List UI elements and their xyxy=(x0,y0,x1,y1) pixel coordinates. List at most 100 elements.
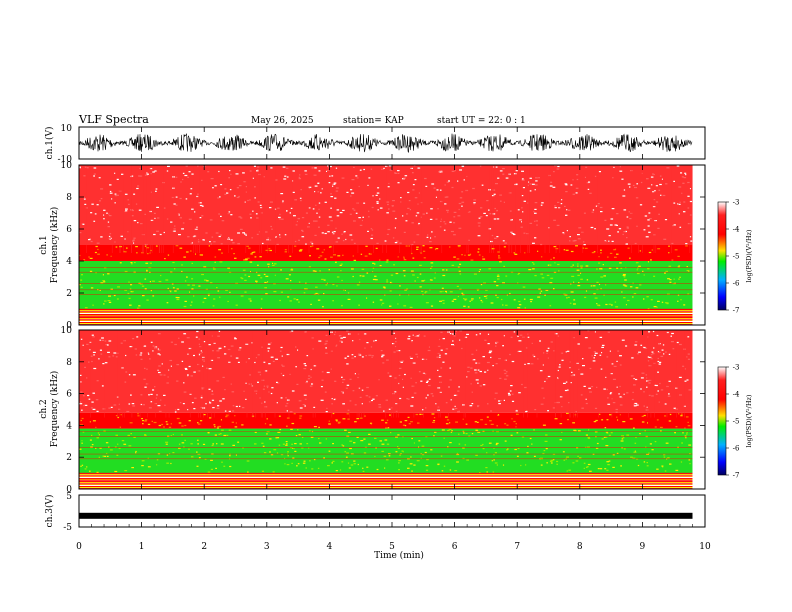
band-0-stripe xyxy=(79,482,693,484)
band-3-speck xyxy=(491,195,495,197)
band-1-speck xyxy=(176,298,180,301)
band-2-speck xyxy=(330,256,333,258)
band-1-speck xyxy=(485,297,488,299)
band-1-speck xyxy=(566,297,568,299)
band-1-speck xyxy=(388,455,391,457)
band-1-speck xyxy=(323,279,326,281)
band-1-speck xyxy=(290,428,293,430)
band-3-speck xyxy=(100,353,103,355)
band-2-speck xyxy=(497,414,500,416)
band-2-speck xyxy=(506,424,509,426)
band-1-speck xyxy=(577,455,579,457)
band-1-speck xyxy=(686,433,688,435)
band-3-speck xyxy=(144,243,148,246)
band-2-speck xyxy=(163,426,165,428)
band-3-speck xyxy=(593,351,596,353)
band-1-speck xyxy=(603,294,605,296)
band-3-speck xyxy=(163,394,166,396)
band-3-speck xyxy=(487,369,489,371)
band-3-speck xyxy=(368,210,370,212)
band-1-speck xyxy=(220,443,224,445)
band-3-speck xyxy=(249,213,252,215)
band-3-speck xyxy=(672,348,675,350)
band-2-speck xyxy=(337,255,341,257)
band-3-speck xyxy=(564,183,568,185)
band-1-speck xyxy=(554,262,556,264)
band-3-speck xyxy=(318,170,321,172)
band-3-speck xyxy=(553,350,555,352)
band-3-speck xyxy=(687,358,691,360)
band-3-speck xyxy=(93,175,95,177)
band-3-speck xyxy=(410,377,412,379)
band-3-speck xyxy=(91,334,94,336)
band-3-speck xyxy=(657,390,659,392)
band-3-speck xyxy=(527,184,529,186)
band-1-speck xyxy=(430,305,434,307)
band-1-speck xyxy=(449,442,452,444)
band-1-speck xyxy=(315,292,318,295)
band-0-stripe xyxy=(79,319,693,320)
band-1-speck xyxy=(507,448,509,450)
band-3-speck xyxy=(464,336,468,338)
band-1-speck xyxy=(646,453,649,455)
band-3-speck xyxy=(314,167,317,169)
band-3-speck xyxy=(257,201,261,203)
band-3-speck xyxy=(224,389,226,391)
band-2-speck xyxy=(675,426,678,428)
band-2-speck xyxy=(616,416,618,418)
colorbar-tick-label: -3 xyxy=(733,364,740,372)
band-3-speck xyxy=(257,354,260,356)
band-1-speck xyxy=(296,465,298,467)
band-1-speck xyxy=(594,297,598,299)
band-3-speck xyxy=(217,335,220,337)
band-3-speck xyxy=(325,334,328,336)
ch1-spectrogram-image xyxy=(79,165,705,325)
band-3-speck xyxy=(475,362,478,364)
band-3-speck xyxy=(386,201,390,203)
band-1-speck xyxy=(540,464,543,466)
band-3-speck xyxy=(314,185,318,187)
x-axis: 0 1 2 3 4 5 6 7 8 9 10 xyxy=(76,127,711,552)
band-3-speck xyxy=(148,394,150,396)
band-3-speck xyxy=(198,338,201,340)
band-3-speck xyxy=(100,188,104,190)
band-2-speck xyxy=(622,421,626,423)
band-2-speck xyxy=(253,251,256,253)
band-0-stripe xyxy=(79,477,693,479)
band-3-speck xyxy=(619,170,623,172)
band-2-speck xyxy=(417,422,420,424)
band-3-speck xyxy=(310,368,312,371)
band-3-speck xyxy=(659,382,661,385)
band-3-speck xyxy=(313,406,316,408)
band-1-speck xyxy=(669,281,672,283)
band-3-speck xyxy=(92,351,96,353)
band-3-speck xyxy=(152,345,155,347)
band-3-speck xyxy=(658,213,660,215)
band-3-speck xyxy=(511,400,515,402)
band-3-speck xyxy=(648,394,651,396)
band-1-speck xyxy=(454,470,458,472)
band-3-speck xyxy=(469,405,473,407)
band-3-speck xyxy=(603,388,606,390)
band-2-speck xyxy=(524,252,526,254)
band-1-speck xyxy=(596,268,598,270)
band-3-speck xyxy=(347,355,350,357)
band-1-speck xyxy=(639,284,642,286)
band-2-speck xyxy=(79,254,81,257)
band-3-speck xyxy=(267,350,270,352)
band-3-speck xyxy=(554,333,558,335)
band-1-speck xyxy=(181,270,183,273)
band-3-speck xyxy=(170,221,173,223)
band-1-speck xyxy=(165,279,169,281)
band-3-speck xyxy=(272,360,275,362)
band-2-speck xyxy=(310,245,312,248)
band-1-speck xyxy=(98,434,100,436)
band-1-speck xyxy=(573,299,576,301)
band-3-speck xyxy=(244,233,247,235)
band-3-speck xyxy=(292,191,295,193)
band-3-speck xyxy=(410,357,413,359)
band-3-speck xyxy=(187,409,189,411)
band-3-speck xyxy=(679,226,682,228)
band-3-speck xyxy=(79,401,82,403)
band-1-speck xyxy=(665,442,669,444)
